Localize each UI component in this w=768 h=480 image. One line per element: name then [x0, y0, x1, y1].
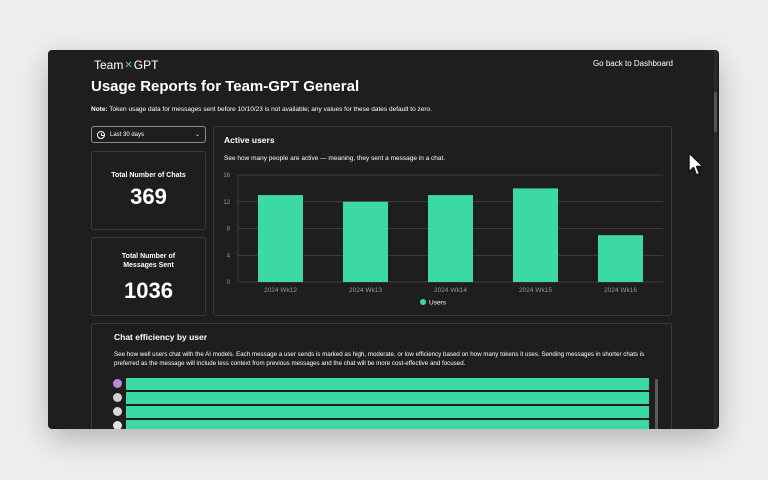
total-messages-label-line1: Total Number of: [121, 253, 176, 260]
legend-swatch: [420, 299, 426, 305]
y-tick-label: 0: [227, 280, 231, 286]
efficiency-row: [113, 378, 653, 390]
bar-2024-wk15: [513, 188, 558, 282]
bar-2024-wk13: [343, 201, 388, 282]
date-range-value: Last 30 days: [110, 131, 145, 138]
logo-text-gpt: GPT: [133, 58, 159, 72]
efficiency-bar: [126, 378, 649, 390]
user-avatar-icon: [113, 393, 122, 402]
note-prefix: Note:: [91, 106, 108, 113]
bar-2024-wk16: [598, 235, 643, 282]
active-users-title: Active users: [224, 135, 275, 145]
chat-efficiency-description: See how well users chat with the AI mode…: [114, 351, 645, 367]
logo-mark-icon: ✕: [124, 59, 133, 71]
active-users-panel: Active users See how many people are act…: [213, 126, 672, 316]
y-tick-label: 16: [223, 173, 230, 179]
mouse-cursor-icon: [688, 152, 704, 176]
total-messages-card: Total Number of Messages Sent 1036: [91, 237, 206, 316]
user-avatar-icon: [113, 379, 122, 388]
efficiency-bar: [126, 420, 649, 429]
chevron-down-icon: ⌄: [194, 132, 200, 138]
y-tick-label: 12: [223, 200, 230, 206]
total-messages-label: Total Number of Messages Sent: [92, 252, 205, 271]
total-chats-value: 369: [130, 184, 167, 210]
x-tick-label: 2024 Wk12: [264, 287, 297, 294]
efficiency-row: [113, 420, 653, 429]
window-scrollbar-thumb[interactable]: [714, 92, 717, 132]
note-text: Token usage data for messages sent befor…: [107, 106, 432, 113]
efficiency-row: [113, 392, 653, 404]
logo-text-team: Team: [94, 58, 124, 72]
user-avatar-icon: [113, 407, 122, 416]
clock-icon: [97, 130, 105, 139]
x-tick-label: 2024 Wk15: [519, 287, 552, 294]
app-window: Team ✕ GPT Go back to Dashboard Usage Re…: [48, 50, 719, 429]
efficiency-row: [113, 406, 653, 418]
team-gpt-logo[interactable]: Team ✕ GPT: [94, 58, 158, 72]
efficiency-bar: [126, 406, 649, 418]
date-range-select[interactable]: Last 30 days ⌄: [91, 126, 206, 143]
efficiency-scrollbar[interactable]: [655, 379, 658, 429]
x-tick-label: 2024 Wk14: [434, 287, 467, 294]
bar-2024-wk14: [428, 195, 473, 282]
x-tick-label: 2024 Wk13: [349, 287, 382, 294]
y-tick-label: 4: [227, 253, 231, 259]
back-to-dashboard-link[interactable]: Go back to Dashboard: [592, 59, 673, 68]
total-chats-label: Total Number of Chats: [111, 172, 186, 179]
active-users-subtitle: See how many people are active — meaning…: [224, 155, 446, 162]
legend-label: Users: [429, 300, 447, 307]
bar-2024-wk12: [258, 195, 303, 282]
page-title: Usage Reports for Team-GPT General: [91, 78, 360, 95]
total-messages-value: 1036: [124, 277, 173, 303]
window-scrollbar[interactable]: [714, 50, 717, 429]
total-messages-label-line2: Messages Sent: [123, 262, 174, 270]
y-tick-label: 8: [227, 227, 231, 233]
chat-efficiency-panel: Chat efficiency by user See how well use…: [91, 323, 672, 429]
efficiency-bar: [126, 392, 649, 404]
total-chats-card: Total Number of Chats 369: [91, 151, 206, 230]
data-note: Note: Token usage data for messages sent…: [91, 106, 432, 113]
user-avatar-icon: [113, 421, 122, 429]
active-users-chart: 0 4 8 12 16 2024 Wk12 2024 Wk13 2024 Wk14 2024 W…: [223, 173, 663, 307]
x-tick-label: 2024 Wk16: [604, 287, 637, 294]
chat-efficiency-title: Chat efficiency by user: [114, 332, 208, 342]
